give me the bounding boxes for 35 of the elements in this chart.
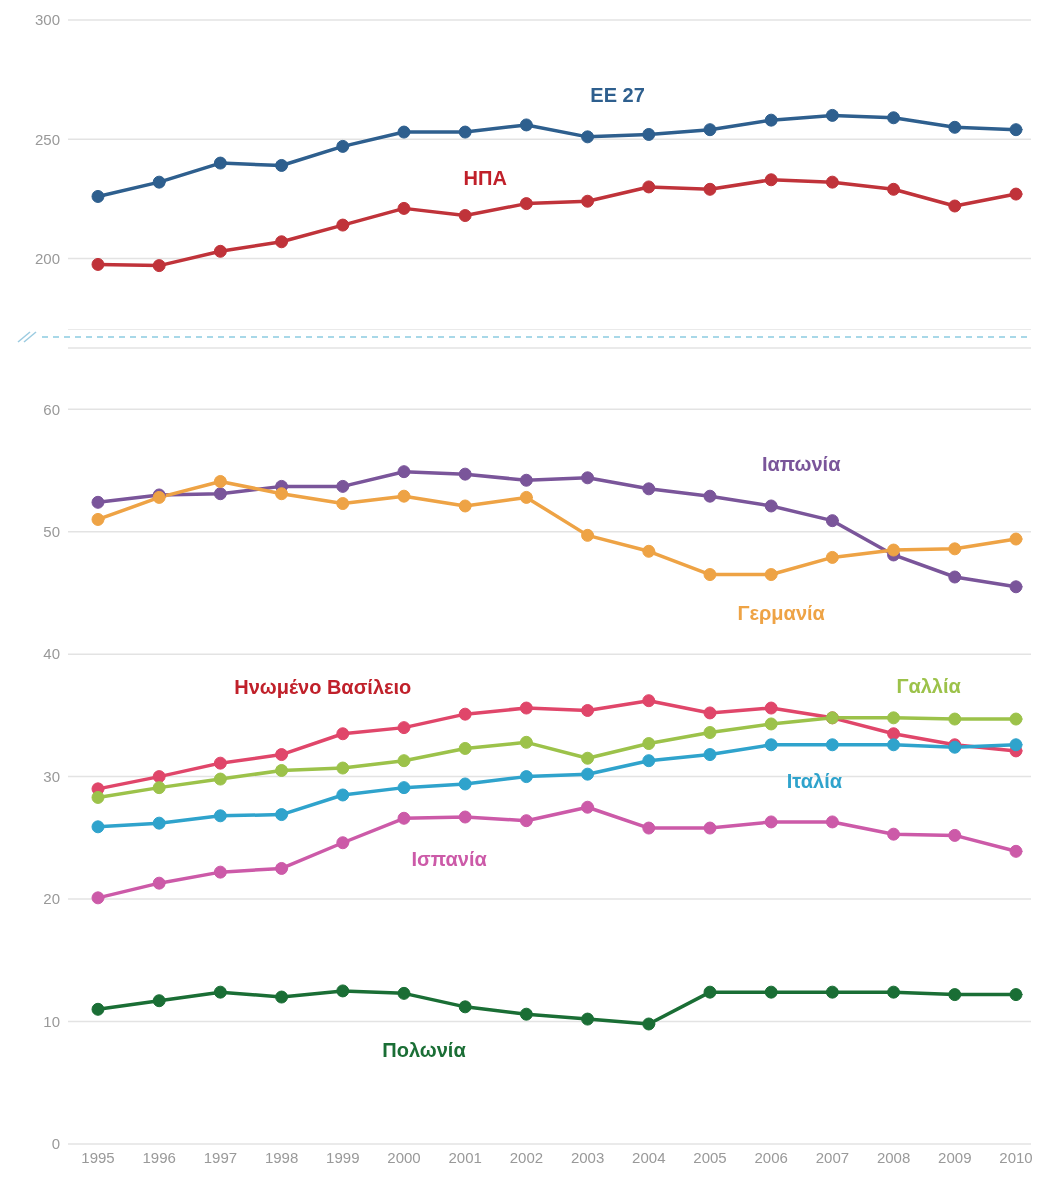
series-label: Ιταλία: [786, 770, 843, 793]
x-tick-label: 2000: [387, 1148, 421, 1166]
y-tick-label: 50: [43, 523, 60, 541]
y-tick-label: 200: [34, 249, 60, 267]
series-label: Ηνωμένο Βασίλειο: [234, 676, 412, 699]
x-tick-label: 1996: [142, 1148, 176, 1166]
x-tick-label: 1995: [81, 1148, 115, 1166]
x-tick-label: 2005: [693, 1148, 727, 1166]
x-tick-label: 2010: [999, 1148, 1033, 1166]
x-tick-label: 1997: [203, 1148, 238, 1166]
series-label: Πολωνία: [382, 1038, 467, 1061]
x-tick-label: 2008: [876, 1148, 911, 1166]
y-tick-label: 300: [34, 11, 60, 29]
series-label: Ισπανία: [411, 848, 488, 871]
y-tick-label: 40: [43, 645, 60, 663]
x-tick-label: 2006: [754, 1148, 788, 1166]
y-tick-label: 60: [43, 400, 60, 418]
y-tick-label: 250: [34, 130, 60, 148]
series-label: Γερμανία: [737, 601, 826, 624]
x-tick-label: 2002: [509, 1148, 544, 1166]
x-tick-label: 1999: [326, 1148, 360, 1166]
x-tick-label: 2009: [938, 1148, 972, 1166]
x-tick-label: 2001: [448, 1148, 482, 1166]
y-tick-label: 20: [43, 890, 60, 908]
x-tick-label: 2007: [815, 1148, 850, 1166]
series-label: Ιαπωνία: [761, 453, 842, 476]
series-label: Γαλλία: [896, 675, 962, 698]
y-tick-label: 30: [43, 767, 60, 785]
y-tick-label: 10: [43, 1012, 60, 1030]
x-tick-label: 2004: [632, 1148, 666, 1166]
y-tick-label: 0: [51, 1135, 60, 1153]
x-tick-label: 2003: [570, 1148, 605, 1166]
series-label: ΗΠΑ: [463, 166, 507, 189]
x-tick-label: 1998: [264, 1148, 299, 1166]
series-label: ΕΕ 27: [590, 84, 645, 107]
